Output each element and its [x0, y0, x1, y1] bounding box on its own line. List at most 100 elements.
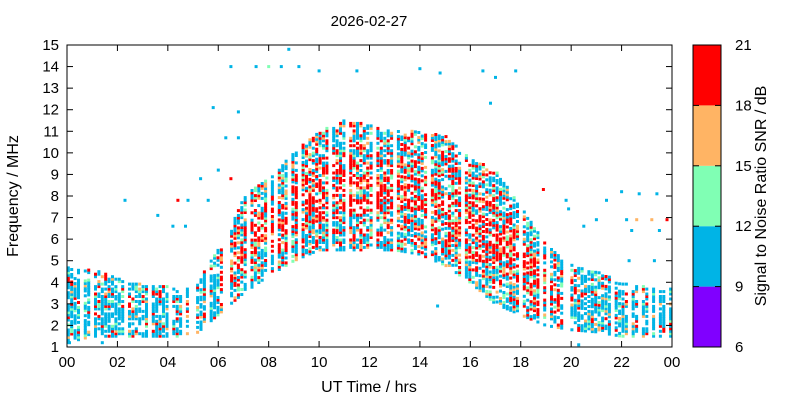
data-point — [260, 211, 264, 215]
data-point — [386, 193, 390, 197]
data-point — [233, 281, 237, 285]
data-point — [533, 284, 536, 288]
data-point — [637, 192, 641, 196]
data-point — [213, 276, 217, 280]
data-point — [658, 312, 662, 316]
data-point — [403, 225, 407, 229]
data-point — [277, 223, 281, 227]
data-point — [434, 140, 438, 144]
data-point — [505, 193, 509, 197]
data-point — [400, 200, 404, 203]
data-point — [481, 249, 485, 253]
data-point — [509, 244, 513, 248]
data-point — [83, 331, 87, 335]
data-point — [430, 215, 434, 219]
data-point — [158, 302, 162, 306]
data-point — [77, 286, 80, 290]
data-point — [587, 314, 591, 318]
data-point — [379, 179, 383, 182]
data-point — [420, 194, 424, 198]
data-point — [291, 173, 295, 176]
data-point — [441, 140, 445, 144]
data-point — [311, 213, 315, 217]
data-point — [526, 281, 530, 285]
data-point — [499, 212, 502, 216]
data-point — [529, 260, 533, 264]
data-point — [430, 158, 434, 162]
data-point — [641, 314, 645, 318]
data-point — [556, 291, 560, 295]
data-point — [417, 153, 421, 157]
data-point — [311, 186, 315, 190]
data-point — [413, 185, 417, 188]
data-point — [652, 327, 656, 331]
data-point — [243, 255, 247, 259]
data-point — [669, 292, 672, 296]
data-point — [233, 236, 237, 240]
data-point — [216, 251, 220, 255]
data-point — [468, 238, 472, 242]
data-point — [366, 174, 370, 177]
data-point — [311, 250, 315, 254]
data-point — [437, 194, 441, 197]
data-point — [590, 270, 594, 274]
data-point — [362, 196, 366, 200]
data-point — [526, 286, 530, 290]
data-point — [240, 211, 244, 215]
data-point — [97, 327, 101, 331]
data-point — [257, 251, 261, 255]
data-point — [430, 134, 434, 137]
data-point — [325, 164, 329, 168]
data-point — [386, 221, 390, 225]
data-point — [107, 304, 111, 308]
data-point — [529, 220, 533, 224]
data-point — [485, 255, 489, 259]
data-point — [533, 291, 536, 295]
data-point — [424, 213, 428, 216]
data-point — [97, 270, 101, 274]
data-point — [315, 217, 319, 221]
data-point — [447, 194, 451, 198]
data-point — [669, 334, 672, 338]
data-point — [556, 256, 560, 260]
data-point — [236, 288, 240, 292]
data-point — [369, 226, 373, 230]
data-point — [158, 319, 162, 323]
data-point — [199, 315, 203, 319]
data-point — [270, 190, 274, 194]
data-point — [325, 161, 329, 165]
data-point — [495, 226, 499, 230]
data-point — [584, 312, 587, 316]
data-point — [141, 290, 145, 294]
data-point — [111, 275, 114, 279]
data-point — [202, 297, 206, 301]
data-point — [468, 163, 472, 167]
data-point — [301, 235, 305, 239]
data-point — [277, 183, 281, 187]
data-point — [390, 183, 394, 187]
data-point — [533, 234, 536, 238]
data-point — [213, 254, 217, 258]
data-point — [400, 197, 404, 201]
data-point — [97, 272, 101, 276]
data-point — [325, 196, 329, 200]
data-point — [413, 202, 417, 206]
data-point — [505, 265, 509, 269]
data-point — [277, 168, 281, 172]
data-point — [107, 287, 111, 291]
data-point — [475, 196, 479, 200]
data-point — [362, 146, 366, 150]
data-point — [475, 241, 479, 245]
data-point — [67, 313, 70, 317]
data-point — [597, 283, 601, 287]
data-point — [325, 134, 329, 138]
data-point — [349, 238, 353, 242]
data-point — [342, 203, 346, 207]
data-point — [471, 184, 475, 187]
data-point — [199, 325, 203, 329]
data-point — [383, 131, 387, 135]
data-point — [376, 179, 380, 182]
data-point — [325, 126, 329, 130]
data-point — [403, 165, 407, 169]
data-point — [359, 159, 363, 163]
